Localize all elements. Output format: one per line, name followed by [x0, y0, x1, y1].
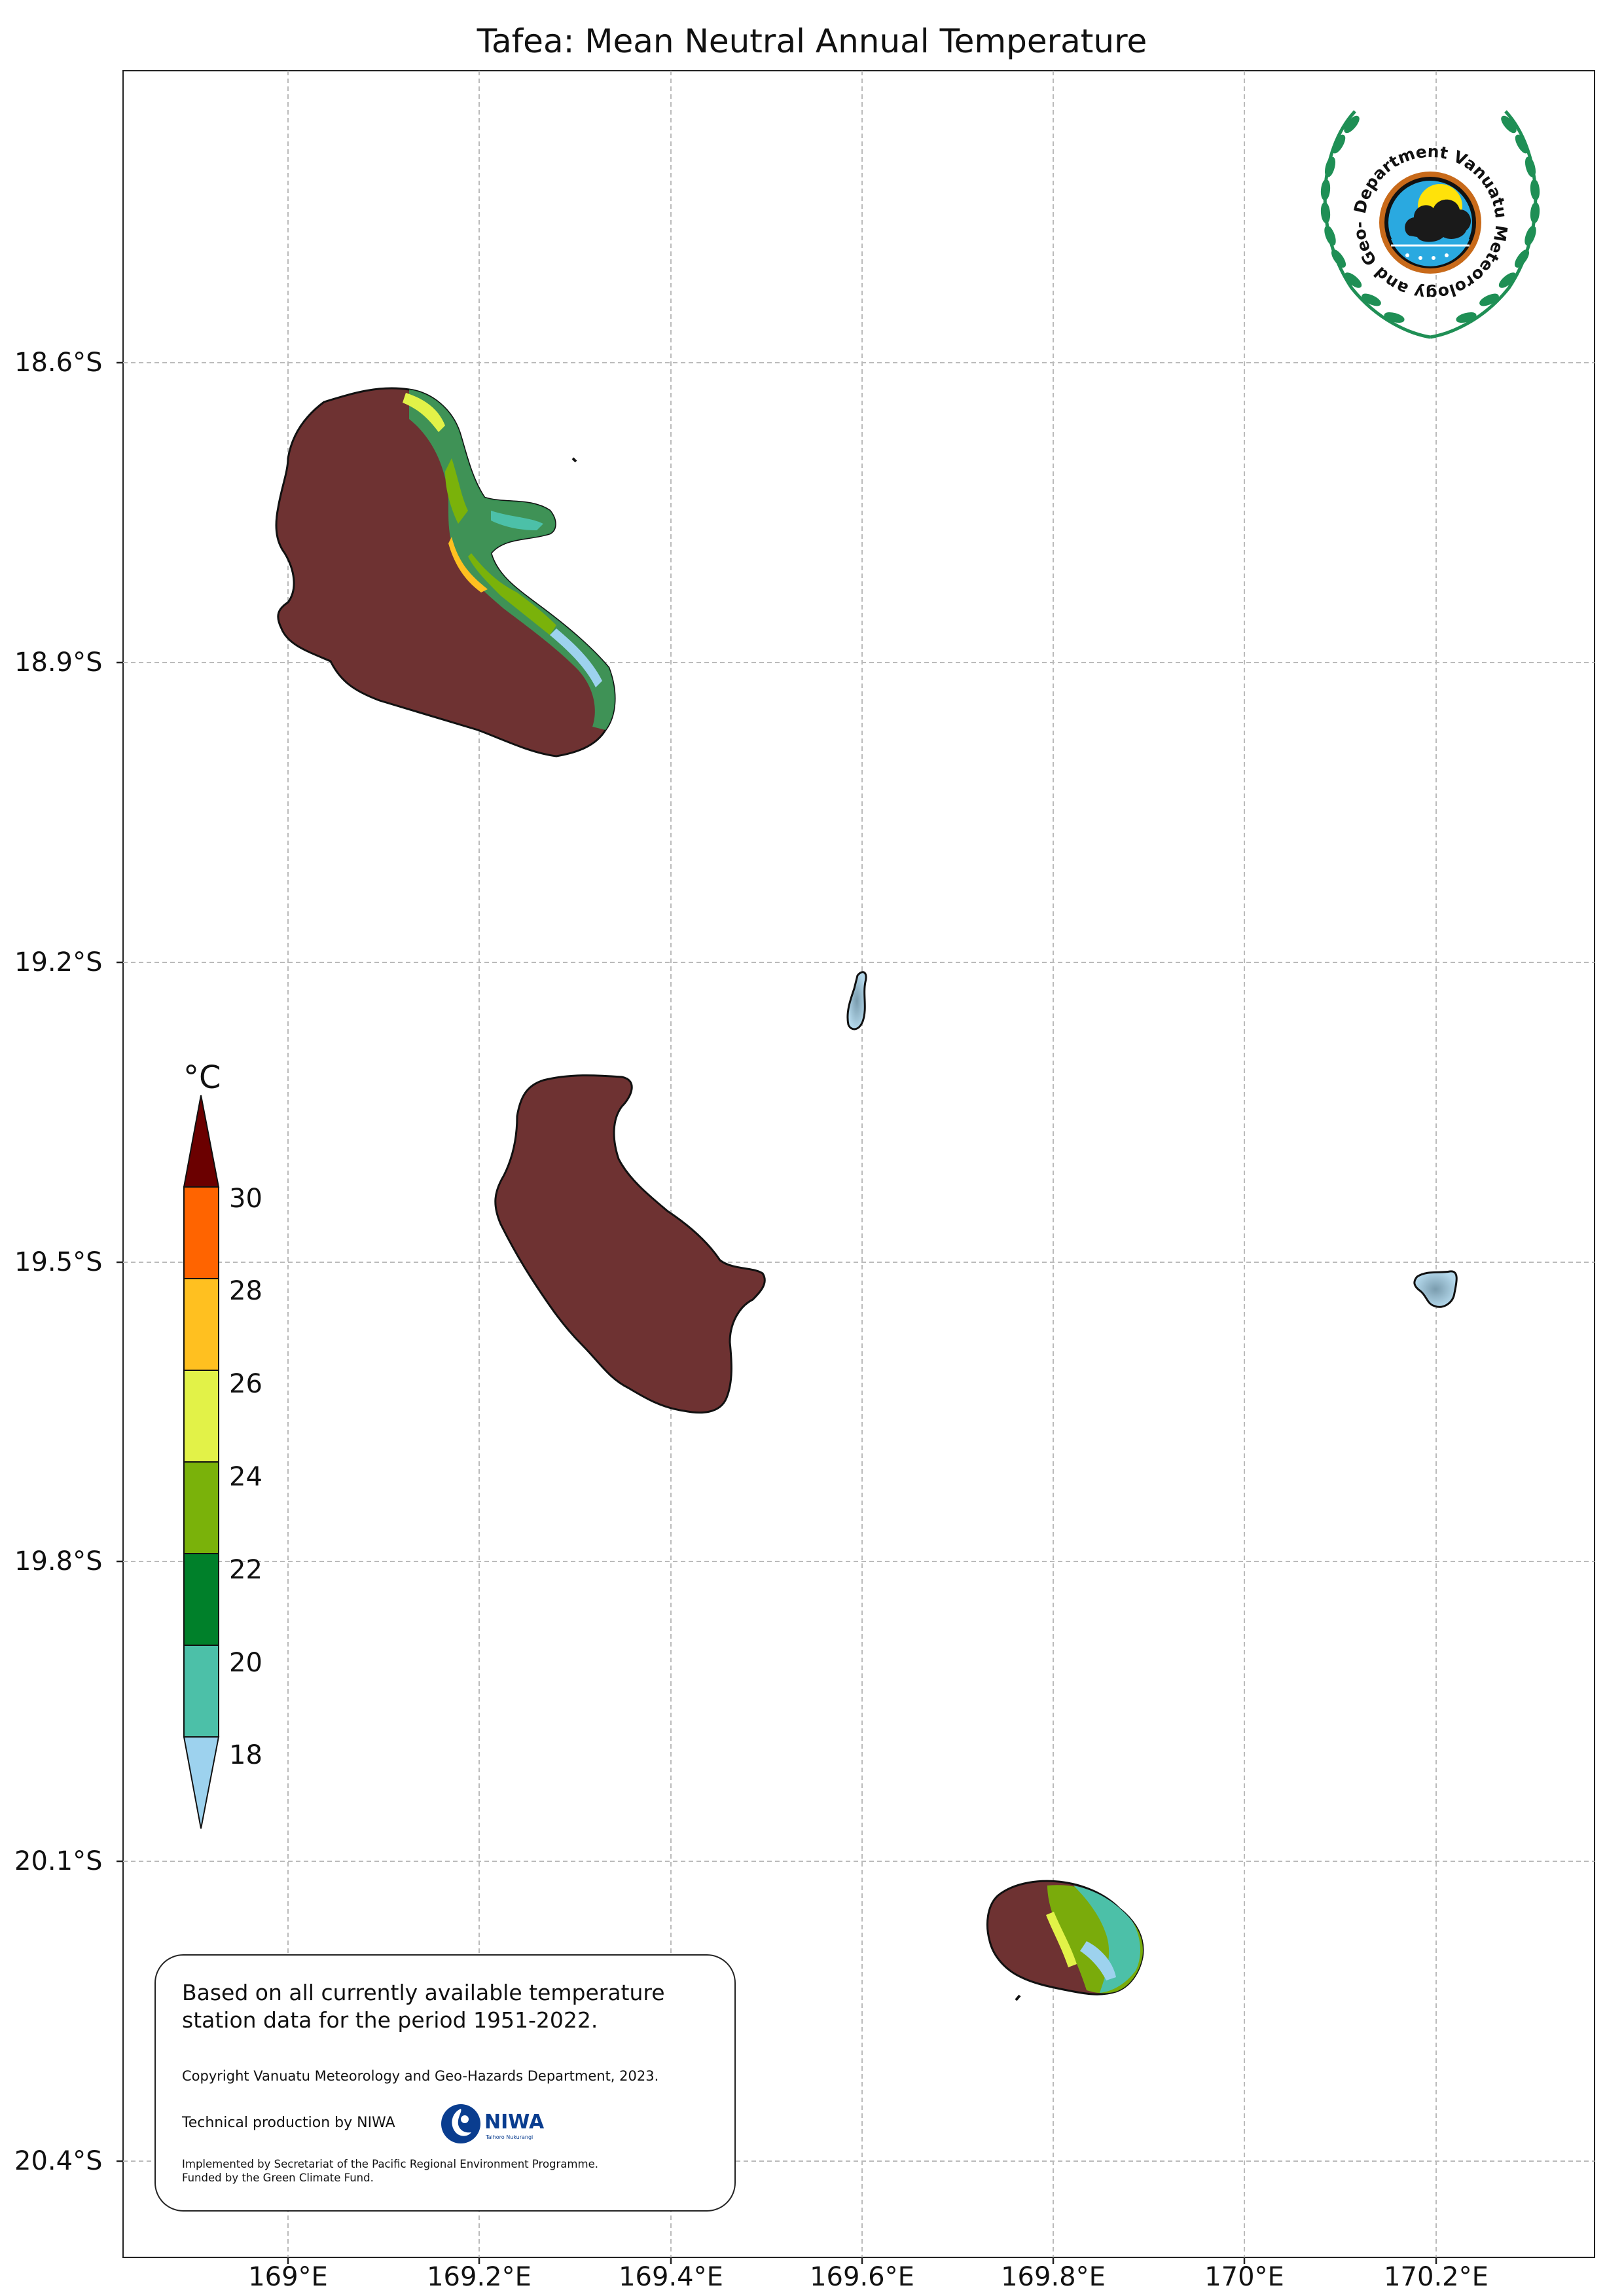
colorbar-label-26: 26: [229, 1369, 262, 1399]
colorbar-band-26-28: [183, 1278, 219, 1371]
colorbar-band-20-22: [183, 1553, 219, 1646]
map-frame: [122, 70, 1595, 2258]
colorbar-band-28-30: [183, 1186, 219, 1279]
info-funded-line: Funded by the Green Climate Fund.: [182, 2172, 374, 2184]
colorbar-band-24-26: [183, 1370, 219, 1463]
colorbar-label-30: 30: [229, 1184, 262, 1214]
colorbar: [183, 1095, 220, 1829]
lat-label-19-5: 19.5°S: [14, 1247, 103, 1277]
colorbar-label-28: 28: [229, 1276, 262, 1306]
lon-label-169: 169°E: [248, 2262, 328, 2292]
lat-label-20-4: 20.4°S: [14, 2146, 103, 2176]
legend-unit: °C: [183, 1059, 221, 1096]
lon-label-169-4: 169.4°E: [619, 2262, 723, 2292]
island-tanna: [494, 1074, 766, 1414]
island-aniwa: [846, 971, 867, 1030]
info-technical-text: Technical production by NIWA: [182, 2115, 395, 2131]
info-box: Based on all currently available tempera…: [154, 1954, 736, 2212]
map-title: Tafea: Mean Neutral Annual Temperature: [477, 22, 1147, 60]
lon-label-169-6: 169.6°E: [810, 2262, 914, 2292]
info-implemented-line: Implemented by Secretariat of the Pacifi…: [182, 2158, 598, 2170]
lat-label-20-1: 20.1°S: [14, 1846, 103, 1876]
island-erromango: [275, 387, 616, 757]
niwa-logo: NIWA Taihoro Nukurangi: [441, 2104, 545, 2143]
colorbar-band-22-24: [183, 1461, 219, 1554]
niwa-logo-text: NIWA: [484, 2111, 545, 2134]
info-copyright-text: Copyright Vanuatu Meteorology and Geo-Ha…: [182, 2068, 659, 2084]
niwa-logo-subtext: Taihoro Nukurangi: [485, 2134, 533, 2140]
colorbar-label-24: 24: [229, 1462, 262, 1492]
lon-label-169-2: 169.2°E: [427, 2262, 532, 2292]
island-futuna: [1413, 1270, 1458, 1308]
colorbar-label-20: 20: [229, 1648, 262, 1678]
lat-label-18-6: 18.6°S: [14, 348, 103, 378]
lon-label-170: 170°E: [1204, 2262, 1284, 2292]
colorbar-extend-above: [183, 1095, 220, 1188]
colorbar-label-22: 22: [229, 1555, 262, 1585]
colorbar-extend-below: [183, 1736, 220, 1829]
lat-label-19-8: 19.8°S: [14, 1546, 103, 1576]
lat-label-18-9: 18.9°S: [14, 647, 103, 678]
lon-label-170-2: 170.2°E: [1384, 2262, 1489, 2292]
island-aneityum: [986, 1880, 1144, 2001]
lon-label-169-8: 169.8°E: [1001, 2262, 1106, 2292]
lat-label-19-2: 19.2°S: [14, 947, 103, 977]
info-basis-text: Based on all currently available tempera…: [182, 1980, 665, 2033]
info-implemented-text: Implemented by Secretariat of the Pacifi…: [182, 2157, 706, 2185]
colorbar-label-18: 18: [229, 1740, 262, 1770]
colorbar-band-18-20: [183, 1645, 219, 1738]
axis-ticks: [117, 361, 1437, 2264]
vmgd-logo: Department Vanuatu Meteorology and Geo-H…: [1293, 98, 1540, 339]
